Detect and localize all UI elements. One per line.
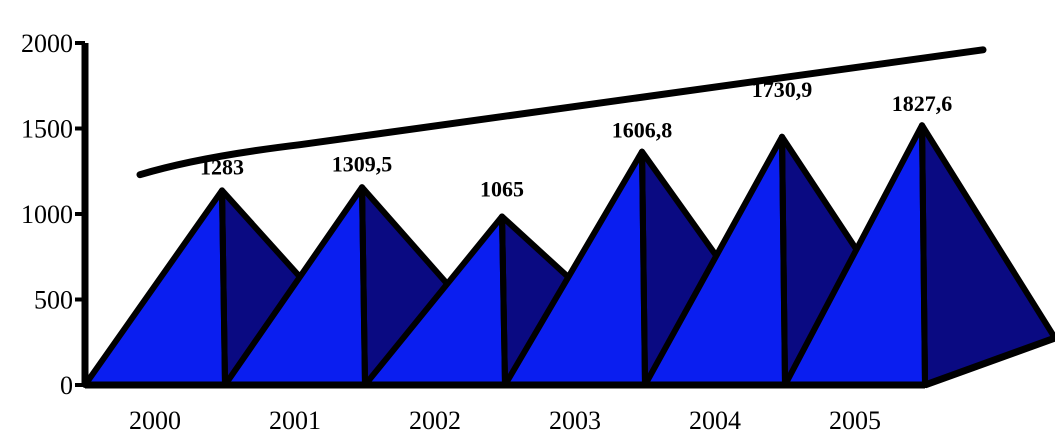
floor-depth-edge	[923, 334, 1055, 389]
y-tick-label: 2000	[21, 29, 73, 58]
axes: 0 500 1000 1500 2000 2000 2001 2002 2003 2004 2005	[21, 29, 1055, 435]
y-tick-label: 500	[34, 286, 73, 315]
pyramid-ridge	[219, 190, 228, 386]
pyramid-front-face	[82, 187, 228, 388]
x-tick-label: 2001	[269, 406, 321, 435]
x-tick-label: 2005	[829, 406, 881, 435]
pyramid-ridge	[919, 125, 928, 386]
pyramid-ridge	[499, 216, 508, 386]
data-label: 1827,6	[892, 91, 953, 116]
labels-group: 1283 1309,5 1065 1606,8 1730,9 1827,6	[200, 77, 952, 202]
data-label: 1283	[200, 154, 244, 179]
data-label: 1309,5	[332, 151, 393, 176]
pyramid-series	[82, 122, 1055, 388]
data-label: 1065	[480, 177, 524, 202]
pyramid-ridge	[639, 151, 648, 386]
data-label: 1730,9	[752, 77, 813, 102]
x-tick-label: 2004	[689, 406, 741, 435]
y-tick-label: 1500	[21, 115, 73, 144]
trendline-group	[136, 46, 987, 179]
x-tick-label: 2002	[409, 406, 461, 435]
data-label: 1606,8	[612, 118, 673, 143]
x-tick-label: 2003	[549, 406, 601, 435]
y-tick-label: 1000	[21, 200, 73, 229]
pyramid-ridge	[359, 187, 368, 386]
y-tick-label: 0	[60, 371, 73, 400]
pyramid-ridge	[779, 136, 788, 386]
x-tick-label: 2000	[129, 406, 181, 435]
trendline	[136, 46, 987, 179]
